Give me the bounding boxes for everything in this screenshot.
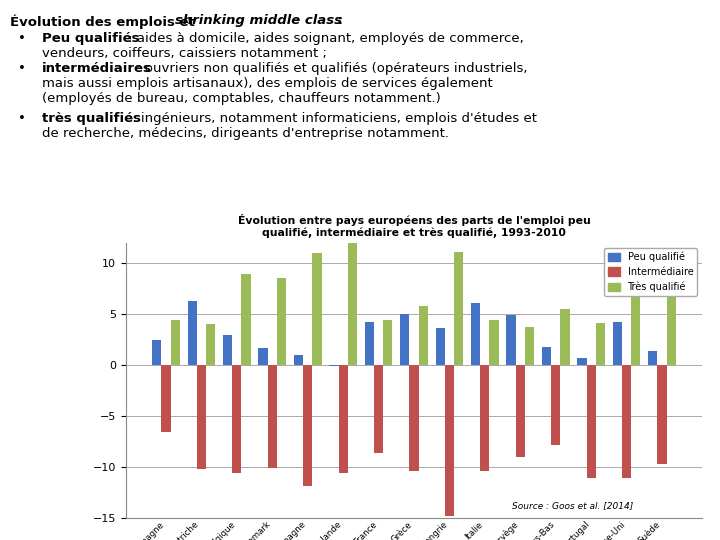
- Bar: [436, 328, 445, 366]
- Text: intermédiaires: intermédiaires: [42, 62, 152, 75]
- Bar: [268, 366, 277, 468]
- Bar: [595, 322, 605, 366]
- Bar: [161, 366, 171, 431]
- Bar: [152, 340, 161, 366]
- Bar: [338, 366, 348, 472]
- Bar: [613, 321, 622, 366]
- Text: shrinking middle class: shrinking middle class: [175, 14, 342, 27]
- Bar: [223, 335, 233, 366]
- Bar: [294, 355, 303, 366]
- Bar: [631, 297, 640, 366]
- Text: (employés de bureau, comptables, chauffeurs notamment.): (employés de bureau, comptables, chauffe…: [42, 92, 441, 105]
- Text: de recherche, médecins, dirigeants d'entreprise notamment.: de recherche, médecins, dirigeants d'ent…: [42, 127, 449, 140]
- Text: mais aussi emplois artisanaux), des emplois de services également: mais aussi emplois artisanaux), des empl…: [42, 77, 492, 90]
- Bar: [657, 366, 667, 464]
- Text: Source : Goos et al. [2014]: Source : Goos et al. [2014]: [512, 501, 633, 510]
- Bar: [206, 323, 215, 366]
- Bar: [667, 284, 676, 366]
- Bar: [480, 366, 490, 471]
- Bar: [516, 366, 525, 457]
- Bar: [383, 320, 392, 366]
- Bar: [258, 348, 268, 366]
- Legend: Peu qualifié, Intermédiaire, Très qualifié: Peu qualifié, Intermédiaire, Très qualif…: [604, 248, 697, 296]
- Bar: [525, 327, 534, 366]
- Bar: [587, 366, 595, 477]
- Bar: [551, 366, 560, 445]
- Bar: [622, 366, 631, 477]
- Bar: [329, 366, 338, 367]
- Bar: [303, 366, 312, 486]
- Bar: [374, 366, 383, 453]
- Bar: [410, 366, 418, 471]
- Bar: [277, 278, 286, 366]
- Bar: [233, 366, 241, 472]
- Bar: [542, 347, 551, 366]
- Bar: [348, 241, 357, 366]
- Bar: [418, 306, 428, 366]
- Bar: [312, 253, 322, 366]
- Bar: [490, 320, 499, 366]
- Bar: [454, 252, 463, 366]
- Bar: [560, 309, 570, 366]
- Text: •: •: [18, 32, 26, 45]
- Title: Évolution entre pays européens des parts de l'emploi peu
qualifié, intermédiaire: Évolution entre pays européens des parts…: [238, 214, 590, 238]
- Text: : aides à domicile, aides soignant, employés de commerce,: : aides à domicile, aides soignant, empl…: [124, 32, 523, 45]
- Bar: [445, 366, 454, 516]
- Bar: [241, 274, 251, 366]
- Bar: [577, 358, 587, 366]
- Text: : ouvriers non qualifiés et qualifiés (opérateurs industriels,: : ouvriers non qualifiés et qualifiés (o…: [132, 62, 528, 75]
- Text: vendeurs, coiffeurs, caissiers notamment ;: vendeurs, coiffeurs, caissiers notamment…: [42, 47, 327, 60]
- Text: Évolution des emplois et: Évolution des emplois et: [10, 14, 199, 29]
- Bar: [400, 314, 410, 366]
- Text: Peu qualifiés: Peu qualifiés: [42, 32, 140, 45]
- Bar: [648, 351, 657, 366]
- Text: très qualifiés: très qualifiés: [42, 112, 141, 125]
- Bar: [197, 366, 206, 469]
- Bar: [365, 321, 374, 366]
- Text: •: •: [18, 112, 26, 125]
- Text: : ingénieurs, notamment informaticiens, emplois d'études et: : ingénieurs, notamment informaticiens, …: [128, 112, 537, 125]
- Bar: [471, 303, 480, 366]
- Bar: [188, 301, 197, 366]
- Bar: [171, 320, 180, 366]
- Bar: [506, 315, 516, 366]
- Text: :: :: [333, 14, 343, 27]
- Text: •: •: [18, 62, 26, 75]
